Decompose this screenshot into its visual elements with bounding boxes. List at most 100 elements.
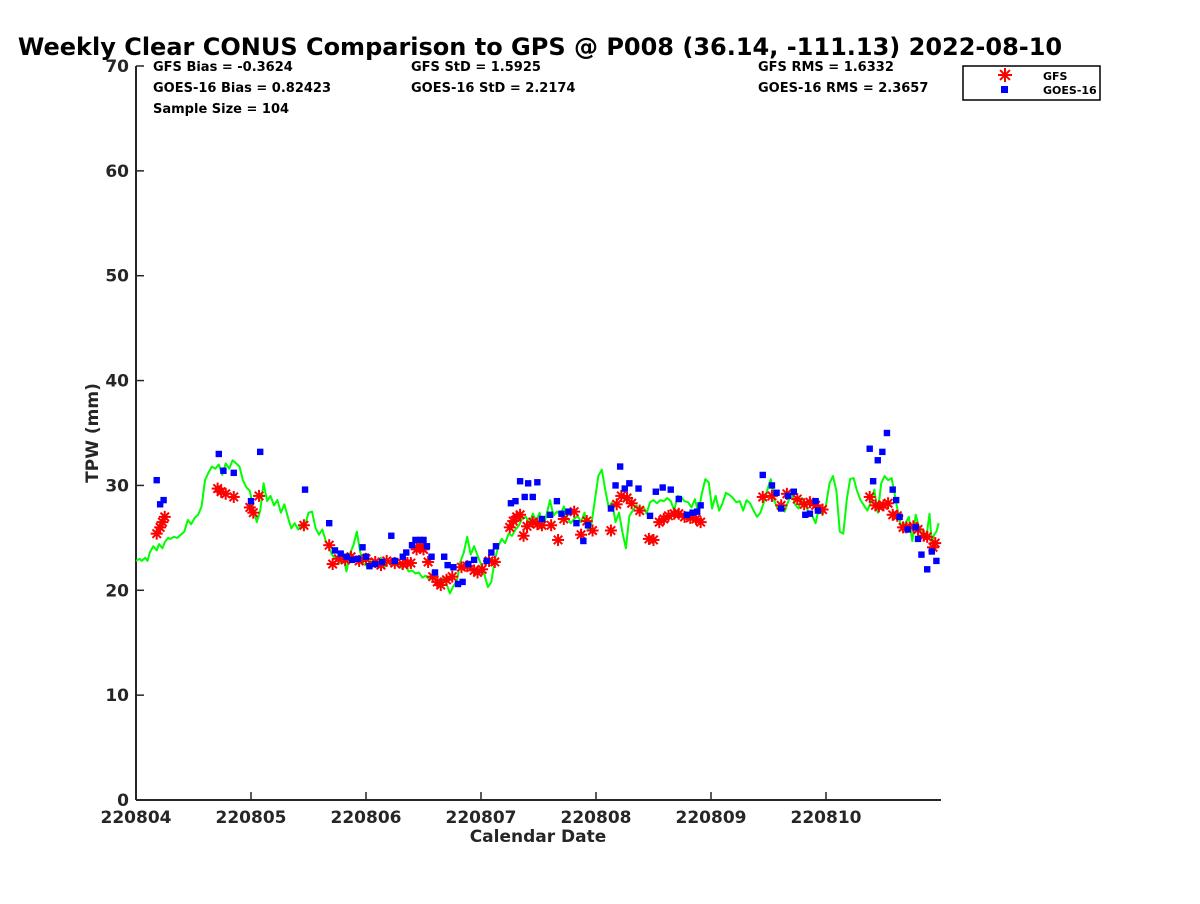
asterisk-stroke bbox=[999, 69, 1011, 81]
y-tick-label: 50 bbox=[105, 267, 129, 287]
legend-box bbox=[962, 65, 1101, 101]
gfs-point bbox=[694, 516, 707, 529]
goes16-point bbox=[416, 536, 424, 544]
green-line-path bbox=[135, 459, 940, 595]
goes16-point bbox=[573, 519, 580, 527]
x-tick-label: 220810 bbox=[791, 808, 862, 828]
goes16-point bbox=[889, 486, 896, 493]
goes16-point bbox=[904, 526, 911, 533]
asterisk-stroke bbox=[691, 514, 701, 524]
asterisk-stroke bbox=[254, 490, 264, 501]
gfs-point bbox=[575, 528, 588, 541]
y-tick-label: 70 bbox=[105, 57, 129, 77]
goes16-point bbox=[215, 450, 222, 458]
goes16-point bbox=[635, 485, 642, 492]
x-tick-label: 220808 bbox=[561, 808, 632, 828]
asterisk-stroke bbox=[883, 498, 894, 509]
asterisk-stroke bbox=[228, 492, 239, 502]
asterisk-stroke bbox=[643, 533, 654, 544]
goes16-point bbox=[230, 469, 237, 477]
goes16-point bbox=[153, 476, 160, 484]
goes16-point bbox=[372, 560, 379, 568]
goes16-point bbox=[524, 480, 532, 487]
asterisk-stroke bbox=[537, 520, 547, 531]
legend-goes16-square-icon bbox=[1001, 86, 1008, 93]
asterisk-stroke bbox=[216, 486, 227, 497]
x-tick-label: 220806 bbox=[331, 808, 402, 828]
x-tick-label: 220807 bbox=[446, 808, 517, 828]
goes16-point bbox=[874, 457, 881, 464]
asterisk-stroke bbox=[930, 538, 941, 549]
goes16-point bbox=[431, 569, 439, 576]
asterisk-stroke bbox=[447, 571, 458, 582]
goes16-point bbox=[492, 543, 500, 550]
goes16-point bbox=[420, 536, 427, 544]
asterisk-stroke bbox=[757, 492, 768, 502]
asterisk-stroke bbox=[626, 498, 637, 509]
goes16-point bbox=[441, 553, 448, 560]
gfs-bias-stat: GFS Bias = -0.3624 bbox=[153, 60, 293, 75]
asterisk-stroke bbox=[477, 564, 488, 575]
goes16-point bbox=[529, 493, 536, 501]
goes16-point bbox=[408, 541, 416, 549]
asterisk-stroke bbox=[159, 511, 170, 522]
y-tick-label: 10 bbox=[105, 686, 129, 706]
goes16-point bbox=[359, 544, 366, 551]
goes16-point bbox=[768, 482, 776, 489]
goes-bias-stat: GOES-16 Bias = 0.82423 bbox=[153, 81, 331, 96]
goes16-point bbox=[652, 488, 659, 495]
gfs-point bbox=[514, 508, 527, 521]
goes16-point bbox=[584, 522, 592, 529]
goes16-point bbox=[326, 519, 333, 527]
asterisk-stroke bbox=[673, 508, 684, 519]
goes16-point bbox=[879, 448, 886, 456]
goes16-point bbox=[933, 557, 940, 565]
gfs-point bbox=[552, 533, 565, 546]
gfs-point bbox=[882, 497, 895, 510]
goes16-point bbox=[301, 486, 309, 493]
gfs-point bbox=[929, 537, 942, 550]
goes16-point bbox=[683, 511, 691, 518]
goes16-point bbox=[507, 500, 515, 507]
asterisk-stroke bbox=[244, 502, 255, 513]
goes16-point bbox=[362, 553, 370, 560]
goes16-point bbox=[697, 502, 704, 509]
axes: 0 10 20 30 40 50 60 70 220804 220805 220806 220807 2… bbox=[101, 57, 941, 828]
x-tick-label: 220809 bbox=[676, 808, 747, 828]
asterisk-stroke bbox=[522, 521, 532, 532]
goes16-point bbox=[450, 564, 457, 571]
goes16-point bbox=[866, 445, 873, 452]
legend-gfs-label: GFS bbox=[1043, 70, 1068, 83]
y-tick-label: 30 bbox=[105, 476, 129, 496]
gfs-series bbox=[150, 482, 942, 592]
asterisk-stroke bbox=[634, 505, 645, 516]
goes16-point bbox=[784, 492, 792, 500]
goes16-point bbox=[546, 511, 554, 518]
asterisk-stroke bbox=[558, 514, 569, 524]
goes16-point bbox=[247, 497, 255, 505]
goes16-series bbox=[153, 429, 940, 588]
asterisk-stroke bbox=[527, 517, 538, 528]
goes16-point bbox=[354, 555, 362, 563]
goes16-point bbox=[366, 562, 373, 570]
goes16-point bbox=[444, 561, 451, 569]
goes16-point bbox=[777, 505, 785, 512]
goes16-point bbox=[388, 532, 395, 539]
goes16-point bbox=[612, 482, 619, 489]
goes16-point bbox=[454, 580, 462, 588]
goes16-point bbox=[659, 484, 666, 491]
asterisk-stroke bbox=[581, 516, 592, 527]
goes-rms-stat: GOES-16 RMS = 2.3657 bbox=[758, 81, 928, 96]
asterisk-stroke bbox=[616, 490, 627, 501]
goes16-point bbox=[331, 547, 339, 554]
goes16-point bbox=[802, 511, 809, 518]
asterisk-stroke bbox=[248, 507, 259, 518]
gfs-rms-stat: GFS RMS = 1.6332 bbox=[758, 60, 894, 75]
x-axis-label: Calendar Date bbox=[470, 827, 607, 847]
goes16-point bbox=[459, 578, 466, 586]
goes16-point bbox=[565, 508, 572, 515]
goes16-point bbox=[616, 463, 624, 470]
gfs-point bbox=[446, 570, 459, 583]
